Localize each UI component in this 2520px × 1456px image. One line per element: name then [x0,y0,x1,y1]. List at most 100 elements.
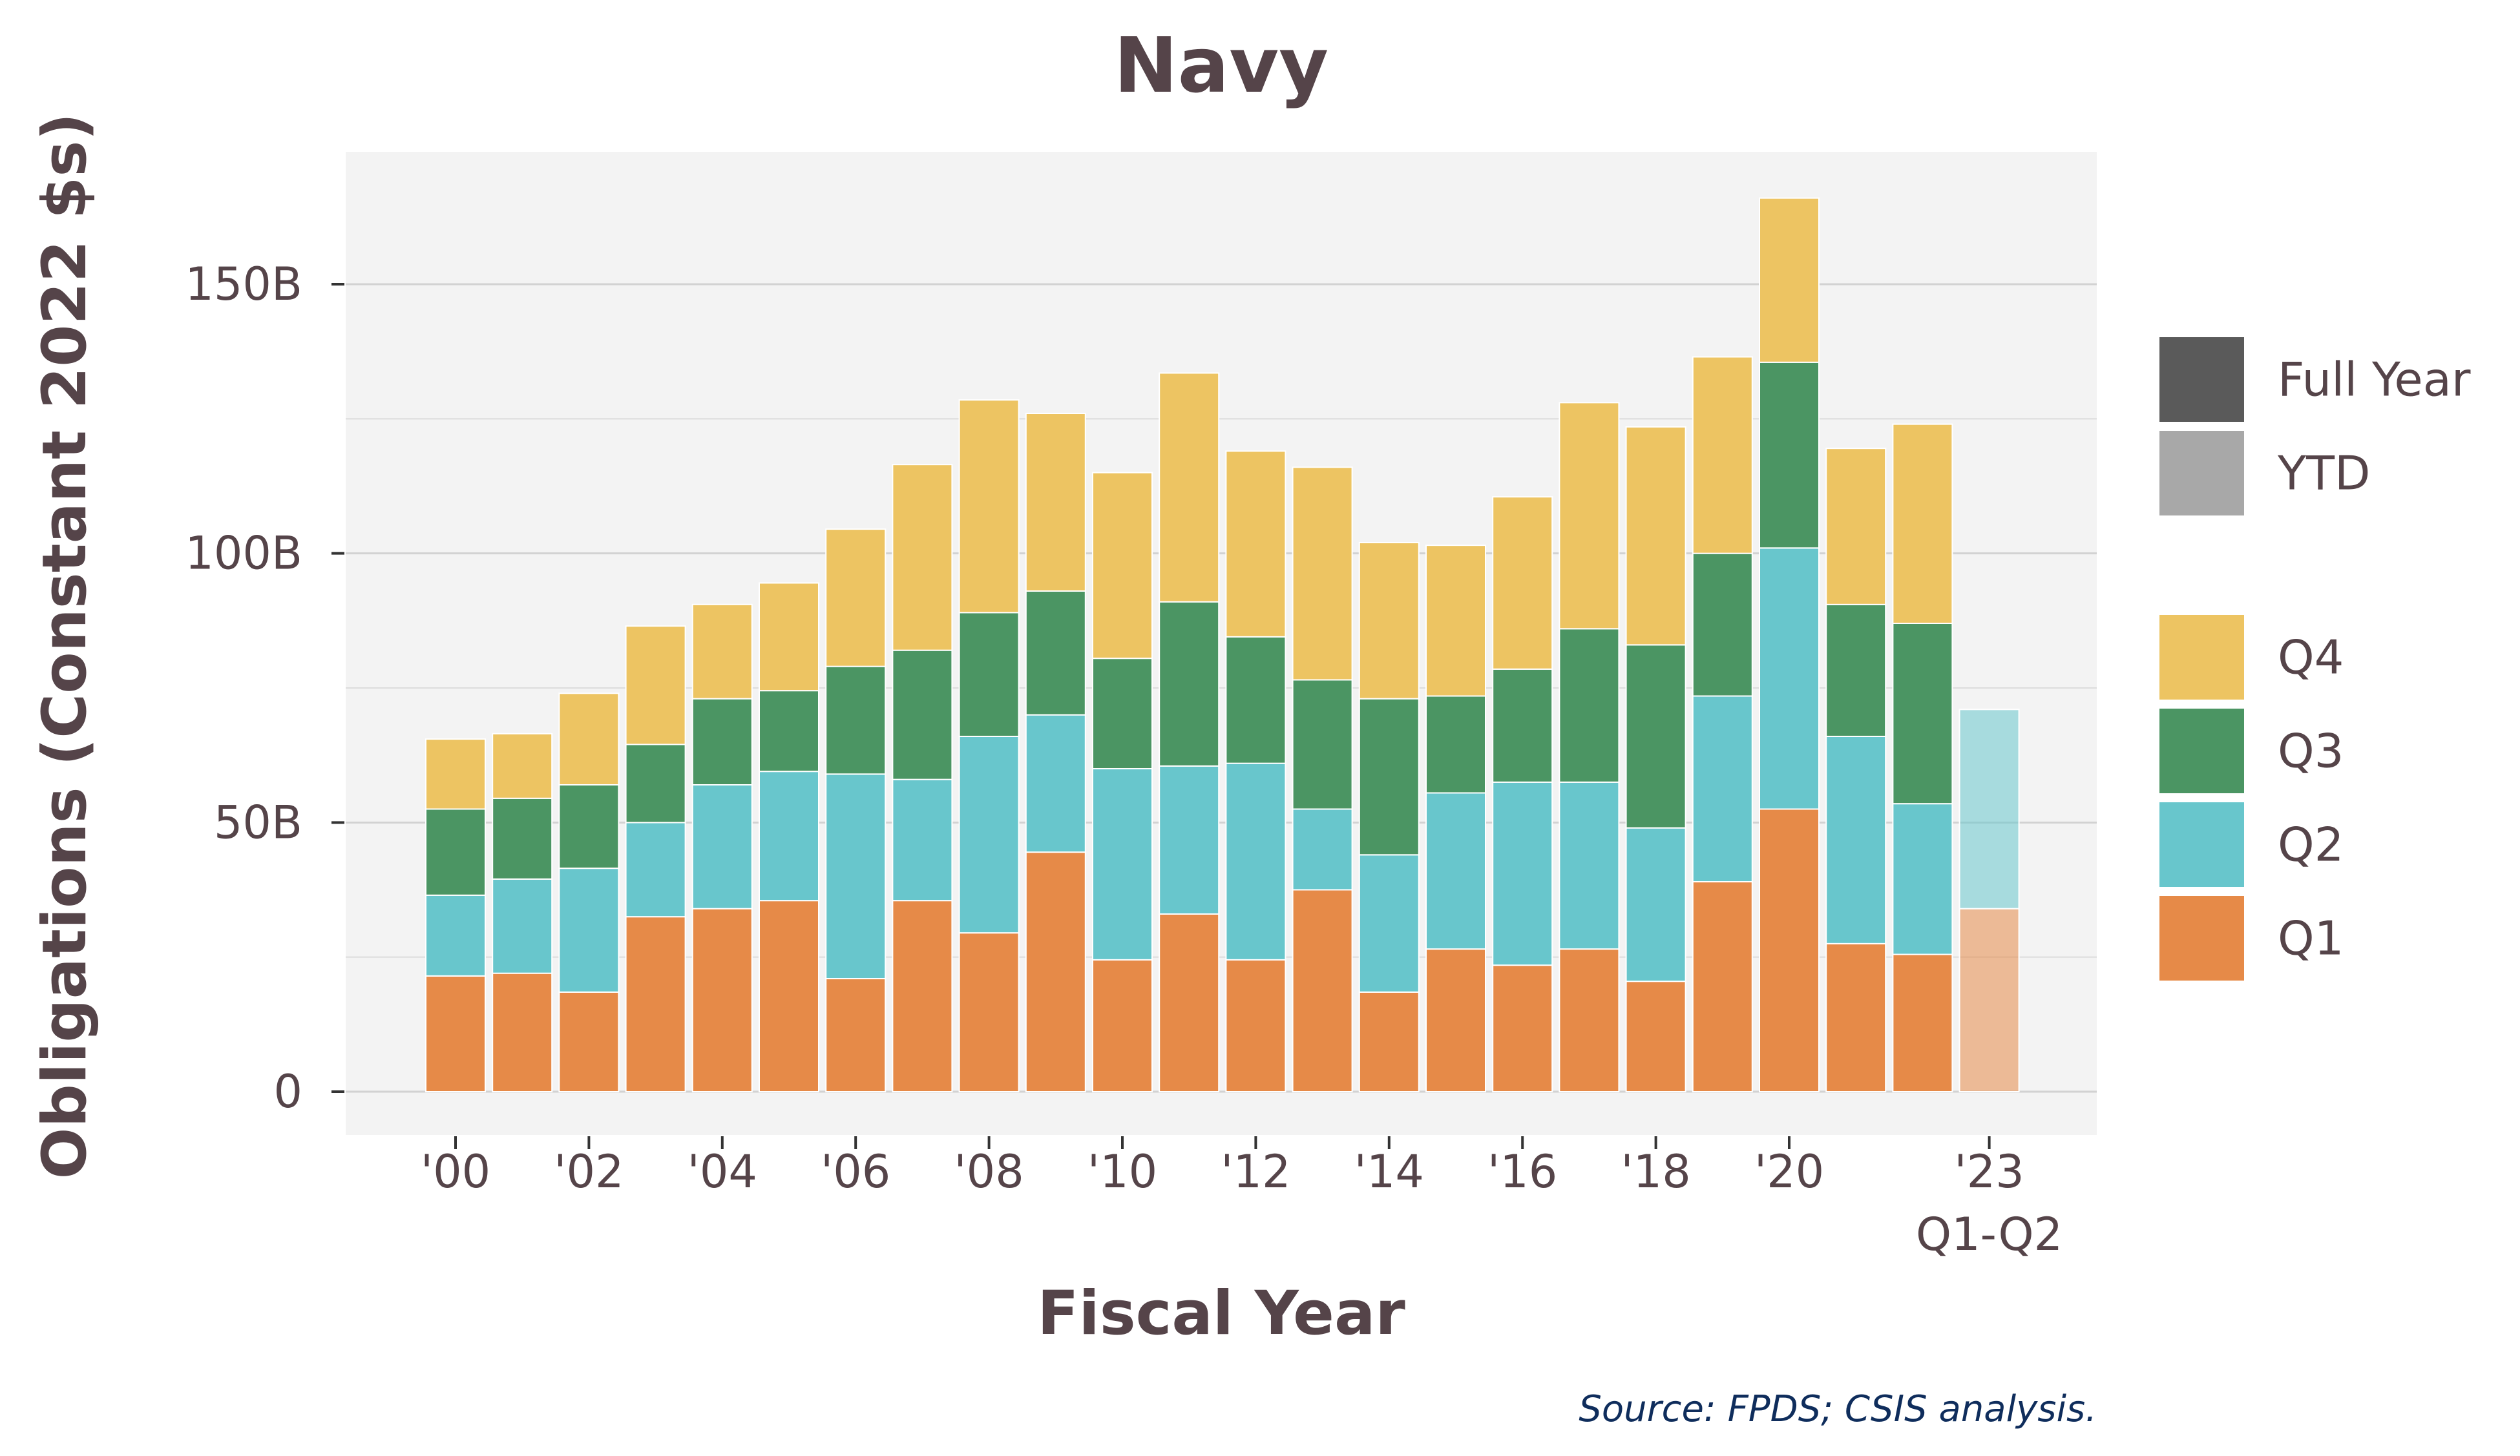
bar-segment-q3-2007 [892,649,953,780]
bar-segment-q4-2005 [759,582,819,692]
bar-segment-q2-2013 [1292,808,1353,891]
bar-segment-q1-2009 [1025,851,1086,1092]
x-tick-label: '04 [688,1145,757,1198]
bar-segment-q1-2019 [1692,881,1753,1092]
legend-key-q1 [2157,893,2247,983]
bar-segment-q2-2010 [1092,768,1153,961]
bar-segment-q2-2000 [425,894,486,977]
bar-segment-q2-2002 [558,868,620,993]
legend-label: Q2 [2278,818,2344,872]
legend-label: Q3 [2278,724,2344,778]
y-tick-label: 150B [185,258,302,311]
legend-key-ytd [2157,428,2247,518]
bar-segment-q2-2001 [492,878,553,974]
bar-segment-q1-2007 [892,900,953,1092]
bar-segment-q4-2008 [958,399,1020,614]
bar-segment-q3-2000 [425,808,486,896]
legend-label: Q4 [2278,630,2344,685]
bar-segment-q4-2010 [1092,472,1153,660]
bar-segment-q4-2020 [1759,197,1820,363]
bar-segment-q4-2017 [1559,402,1620,630]
bar-segment-q4-2012 [1225,450,1286,638]
bar-segment-q1-2003 [625,916,686,1092]
legend-label: Q1 [2278,911,2344,966]
bar-segment-q1-2022 [1892,953,1953,1092]
y-axis: 0 50B 100B 150B [185,258,344,1118]
bar-segment-q2-2020 [1759,547,1820,810]
bar-segment-q1-2014 [1358,991,1420,1093]
bar-segment-q3-2018 [1625,644,1686,829]
bar-segment-q4-2011 [1159,372,1220,603]
bar-segment-q2-2022 [1892,803,1953,955]
bar-segment-q4-2013 [1292,466,1353,681]
bar-segment-q2-2016 [1492,781,1553,966]
bar-segment-q2-2007 [892,778,953,902]
bar-segment-q3-2002 [558,784,620,869]
bar-segment-q3-2004 [691,698,753,785]
bar-segment-q2-2015 [1425,792,1486,950]
bar-segment-q3-2001 [492,797,553,880]
x-tick-label: '06 [821,1145,890,1198]
bar-segment-q3-2009 [1025,590,1086,716]
bar-segment-q3-2008 [958,612,1020,737]
x-tick-label: '18 [1621,1145,1690,1198]
x-tick-label: '20 [1754,1145,1824,1198]
bar-segment-q4-2015 [1425,545,1486,697]
bar-segment-q2-2018 [1625,827,1686,983]
bar-segment-q3-2021 [1825,603,1887,737]
bar-segment-q3-2005 [759,690,819,773]
bar-segment-q4-2000 [425,738,486,810]
bar-segment-q2-2021 [1825,736,1887,944]
legend: Full Year YTD Q4 Q3 Q2 Q1 [2157,335,2471,983]
bar-segment-q3-2006 [825,665,887,775]
bar-segment-q2-2003 [625,822,686,918]
legend-key-q2 [2157,800,2247,889]
y-axis-title: Obligations (Constant 2022 $s) [30,113,100,1180]
bar-segment-q2-2008 [958,736,1020,934]
x-axis: '00 '02 '04 '06 '08 '10 '12 '14 '16 '18 '20 '23 Q1-Q… [421,1136,2063,1261]
bar-segment-q4-2021 [1825,448,1887,605]
bar-segment-q4-2014 [1358,542,1420,700]
bar-segment-q1-2018 [1625,981,1686,1092]
bar-segment-q3-2011 [1159,601,1220,767]
bar-segment-q2-2004 [691,784,753,910]
x-tick-label: '12 [1221,1145,1290,1198]
bar-segment-q3-2013 [1292,679,1353,810]
bar-segment-q3-2016 [1492,668,1553,783]
bar-segment-q3-2010 [1092,658,1153,770]
x-tick-label: '08 [954,1145,1024,1198]
bar-segment-q4-2004 [691,603,753,700]
bar-segment-q2-2009 [1025,714,1086,853]
bar-segment-q4-2019 [1692,356,1753,554]
bar-segment-q2-2019 [1692,695,1753,882]
bar-segment-q1-2017 [1559,948,1620,1092]
bar-segment-q4-2009 [1025,413,1086,592]
bar-segment-q4-2006 [825,528,887,667]
legend-label: Full Year [2278,353,2471,407]
bar-segment-q4-2016 [1492,496,1553,670]
bar-segment-q2-2012 [1225,762,1286,961]
legend-label: YTD [2277,446,2370,501]
bar-segment-q1-2000 [425,975,486,1093]
y-tick-label: 0 [273,1065,302,1118]
bar-segment-q1-2006 [825,978,887,1092]
bar-segment-q1-2012 [1225,959,1286,1093]
bar-segment-q1-2021 [1825,942,1887,1093]
bar-segment-q2-2014 [1358,854,1420,993]
bar-segment-q3-2003 [625,744,686,824]
source-note: Source: FPDS; CSIS analysis. [1579,1388,2097,1430]
x-tick-sublabel: Q1-Q2 [1916,1208,2063,1261]
bar-segment-q4-2002 [558,692,620,786]
bar-segment-q4-2001 [492,733,553,799]
bar-segment-q2-2011 [1159,765,1220,915]
x-axis-title: Fiscal Year [1037,1278,1405,1349]
bars [425,197,2020,1093]
bar-segment-q1-2013 [1292,889,1353,1092]
bar-segment-q2-2005 [759,771,819,902]
bar-segment-q1-2015 [1425,948,1486,1092]
bar-segment-q1-2001 [492,972,553,1092]
bar-segment-q1-2016 [1492,964,1553,1092]
bar-segment-q4-2007 [892,464,953,651]
